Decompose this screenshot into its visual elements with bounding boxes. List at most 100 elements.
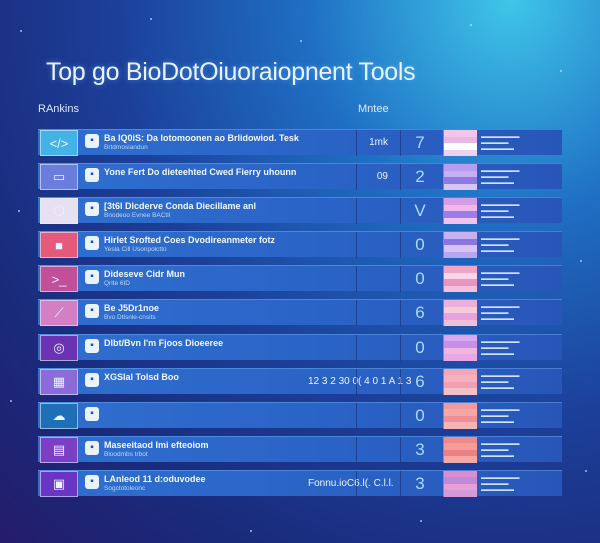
score-value: 0 bbox=[415, 337, 425, 357]
table-row[interactable]: </> ▪ Ba IQ0iS: Da lotomoonen ao Brlidowio… bbox=[38, 129, 562, 156]
tool-name[interactable]: XGSIal Tolsd Boo bbox=[104, 371, 179, 382]
terminal-icon: ▪ bbox=[85, 270, 99, 285]
color-stripe bbox=[444, 217, 477, 225]
detail-line: ▬▬▬▬▬▬ bbox=[481, 350, 514, 357]
column-divider bbox=[356, 232, 357, 259]
detail-line: ▬▬▬▬▬▬ bbox=[481, 418, 514, 425]
color-stripe bbox=[444, 313, 477, 320]
score-value: 6 bbox=[415, 371, 425, 391]
tool-name[interactable]: Maseeitaod Imi efteoiom bbox=[104, 439, 209, 450]
package-icon: ▪ bbox=[85, 202, 99, 217]
color-stripe bbox=[444, 341, 477, 348]
color-stripe bbox=[444, 211, 477, 218]
color-stripe bbox=[444, 456, 477, 463]
code-icon: ▪ bbox=[85, 134, 99, 148]
color-stripe bbox=[444, 279, 477, 286]
table-row[interactable]: ▣ ▪ LAnleod 11 d:oduvodee Sogctotoleonc Fonn… bbox=[38, 469, 562, 497]
detail-line: ▬▬▬▬▬▬ bbox=[481, 146, 514, 152]
detail-line: ▬▬▬▬▬ bbox=[481, 310, 509, 317]
tool-version: 09 bbox=[376, 171, 388, 183]
monitor-icon: ▪ bbox=[85, 168, 99, 183]
color-stripe bbox=[444, 449, 477, 457]
color-bar bbox=[443, 368, 477, 395]
detail-line: ▬▬▬▬▬▬ bbox=[481, 486, 514, 493]
tools-table: </> ▪ Ba IQ0iS: Da lotomoonen ao Brlidowio… bbox=[38, 129, 562, 504]
detail-line: ▬▬▬▬▬▬▬ bbox=[481, 440, 520, 447]
column-divider bbox=[356, 130, 357, 156]
tool-description: Bnodeoo Evnee BACtll bbox=[104, 212, 171, 220]
tool-thumbnail: ▣ bbox=[40, 470, 78, 497]
detail-line: ▬▬▬▬▬▬▬ bbox=[481, 236, 520, 243]
tool-thumbnail: ⟋ bbox=[40, 300, 78, 327]
table-row[interactable]: ▭ ▪ Yone Fert Do dieteehted Cwed Fierry uh… bbox=[38, 163, 562, 191]
color-bar bbox=[443, 130, 477, 156]
score-value: 3 bbox=[415, 473, 425, 493]
table-row[interactable]: ⬡ ▪ [3t6l Dlcderve Conda Diecillame anl Bno… bbox=[38, 197, 562, 225]
detail-lines: ▬▬▬▬▬▬▬ ▬▬▬▬▬ ▬▬▬▬▬▬ bbox=[481, 407, 520, 425]
color-bar bbox=[443, 232, 477, 259]
tool-description: Qrite 6ID bbox=[104, 280, 131, 288]
tool-name[interactable]: Hirlet Srofted Coes Dvodireanmeter fotz bbox=[104, 235, 276, 246]
color-bar bbox=[443, 164, 477, 191]
detail-line: ▬▬▬▬▬ bbox=[481, 276, 509, 283]
chart-icon: ▪ bbox=[85, 304, 99, 319]
score-value: 6 bbox=[415, 303, 425, 323]
tool-description: Sogctotoleonc bbox=[104, 484, 146, 492]
tool-name[interactable]: Be J5Dr1noe bbox=[104, 303, 160, 314]
color-stripe bbox=[444, 177, 477, 184]
color-stripe bbox=[444, 415, 477, 423]
detail-line: ▬▬▬▬▬▬▬ bbox=[481, 338, 520, 345]
tool-name[interactable]: Dideseve Cidr Mun bbox=[104, 269, 186, 280]
color-stripe bbox=[444, 483, 477, 491]
color-stripe bbox=[444, 232, 477, 239]
tool-version: Fonnu.ioC6.l(. C.l.l. bbox=[308, 477, 394, 489]
tool-thumbnail: ▭ bbox=[40, 164, 78, 191]
color-stripe bbox=[444, 251, 477, 259]
color-bar bbox=[443, 300, 477, 327]
table-row[interactable]: ◎ ▪ Dlbt/Bvn l'm Fjoos Dioeeree 0 ▬▬▬▬▬▬▬ ▬▬▬… bbox=[38, 333, 562, 361]
color-bar bbox=[443, 198, 477, 225]
detail-line: ▬▬▬▬▬▬ bbox=[481, 452, 514, 459]
table-row[interactable]: ▦ ▪ XGSIal Tolsd Boo 12 3 2 30 0( 4 0 1 A 1… bbox=[38, 367, 562, 395]
tool-name[interactable]: [3t6l Dlcderve Conda Diecillame anl bbox=[104, 201, 257, 212]
column-divider bbox=[356, 368, 357, 395]
detail-line: ▬▬▬▬▬▬ bbox=[481, 180, 514, 187]
score-value: 0 bbox=[415, 235, 425, 255]
detail-lines: ▬▬▬▬▬▬▬ ▬▬▬▬▬ ▬▬▬▬▬▬ bbox=[481, 304, 520, 322]
tool-name[interactable]: Yone Fert Do dieteehted Cwed Fierry uhou… bbox=[104, 167, 297, 178]
table-row[interactable]: ⟋ ▪ Be J5Dr1noe Bvo Dtlsnle-cnsits 6 ▬▬▬▬▬▬▬ ▬… bbox=[38, 299, 562, 327]
table-row[interactable]: ▤ ▪ Maseeitaod Imi efteoiom Bloodmbs trbot 3… bbox=[38, 435, 562, 463]
table-row[interactable]: ☁ ▪ 0 ▬▬▬▬▬▬▬ ▬▬▬▬▬ ▬▬▬▬▬▬ bbox=[38, 401, 562, 429]
detail-line: ▬▬▬▬▬▬▬ bbox=[481, 474, 520, 481]
column-divider bbox=[400, 368, 401, 395]
column-divider bbox=[356, 266, 357, 293]
color-stripe bbox=[444, 136, 477, 143]
score-value: V bbox=[414, 201, 426, 221]
table-row[interactable]: ■ ▪ Hirlet Srofted Coes Dvodireanmeter fot… bbox=[38, 231, 562, 259]
detail-line: ▬▬▬▬▬▬▬ bbox=[481, 372, 520, 379]
score-value: 3 bbox=[415, 439, 425, 459]
tool-name[interactable]: Dlbt/Bvn l'm Fjoos Dioeeree bbox=[104, 337, 224, 348]
detail-line: ▬▬▬▬▬ bbox=[481, 378, 509, 385]
column-divider bbox=[356, 436, 357, 463]
column-divider bbox=[356, 334, 357, 361]
tool-thumbnail: </> bbox=[40, 130, 78, 156]
tool-name[interactable]: LAnleod 11 d:oduvodee bbox=[104, 473, 206, 484]
column-divider bbox=[356, 198, 357, 225]
detail-lines: ▬▬▬▬▬▬▬ ▬▬▬▬▬ ▬▬▬▬▬▬ bbox=[481, 236, 520, 254]
color-stripe bbox=[444, 436, 477, 444]
column-divider bbox=[400, 470, 401, 497]
color-stripe bbox=[444, 300, 477, 307]
detail-line: ▬▬▬▬▬ bbox=[481, 446, 509, 453]
tool-version: 1mk bbox=[369, 137, 388, 148]
detail-line: ▬▬▬▬▬ bbox=[481, 174, 509, 181]
detail-lines: ▬▬▬▬▬▬▬ ▬▬▬▬▬ ▬▬▬▬▬▬ bbox=[481, 202, 520, 220]
color-stripe bbox=[444, 183, 477, 191]
grid-icon: ▪ bbox=[85, 372, 99, 387]
tool-name[interactable]: Ba IQ0iS: Da lotomoonen ao Brlidowiod. T… bbox=[104, 133, 299, 143]
column-divider bbox=[400, 436, 401, 463]
detail-line: ▬▬▬▬▬▬▬ bbox=[481, 168, 520, 175]
table-row[interactable]: >_ ▪ Dideseve Cidr Mun Qrite 6ID 0 ▬▬▬▬▬▬▬ ▬▬▬… bbox=[38, 265, 562, 293]
cloud-icon: ▪ bbox=[85, 406, 99, 421]
color-stripe bbox=[444, 245, 477, 252]
